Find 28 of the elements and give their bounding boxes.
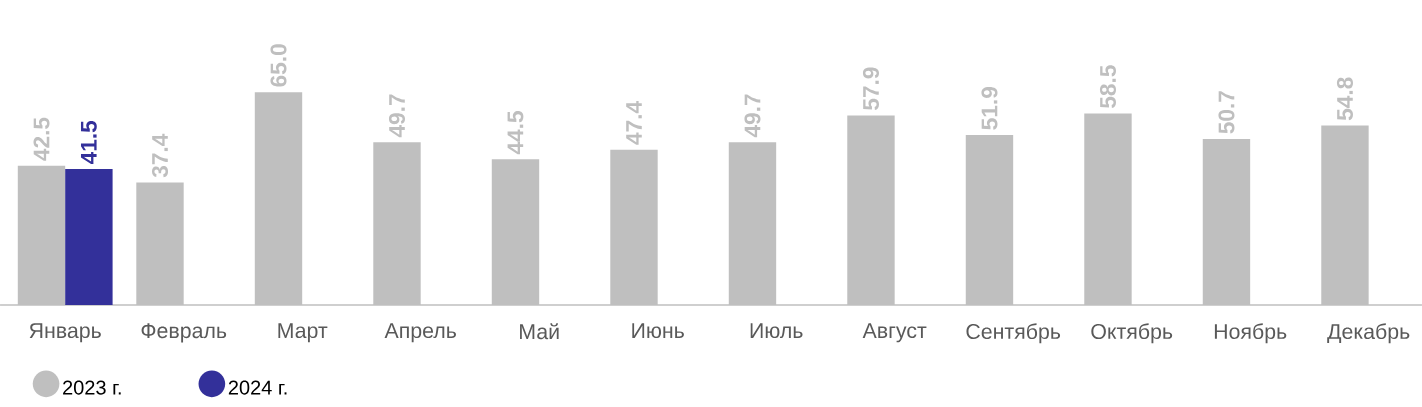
legend-label: 2023 г. (63, 380, 121, 395)
x-tick-label: Сентябрь (966, 323, 1061, 344)
x-tick-label: Январь (29, 323, 101, 343)
data-label: 42.5 (33, 117, 50, 161)
data-label: 58.5 (1099, 65, 1116, 109)
x-tick-label: Апрель (384, 323, 456, 343)
data-label: 65.0 (270, 44, 287, 87)
data-label: 50.7 (1218, 91, 1235, 134)
x-tick-label: Февраль (141, 323, 227, 343)
data-label: 49.7 (388, 94, 406, 138)
data-label: 41.5 (80, 120, 97, 165)
x-tick-label: Май (520, 323, 559, 340)
data-label: 51.9 (981, 87, 998, 130)
legend-label: 2024 г. (228, 380, 287, 395)
data-label: 37.4 (151, 133, 169, 178)
x-tick-label: Июнь (632, 323, 684, 339)
data-label: 47.4 (626, 101, 642, 145)
bar (65, 169, 113, 305)
data-label: 57.9 (862, 67, 880, 110)
x-tick-label: Август (862, 323, 927, 343)
x-tick-label: Ноябрь (1214, 323, 1287, 344)
data-label: 54.8 (1336, 77, 1353, 121)
x-tick-label: Октябрь (1091, 323, 1173, 344)
data-label: 44.5 (507, 111, 524, 155)
data-label: 49.7 (744, 94, 761, 138)
x-tick-label: Июль (750, 323, 803, 339)
x-tick-label: Декабрь (1327, 323, 1410, 344)
x-tick-label: Март (278, 323, 328, 343)
